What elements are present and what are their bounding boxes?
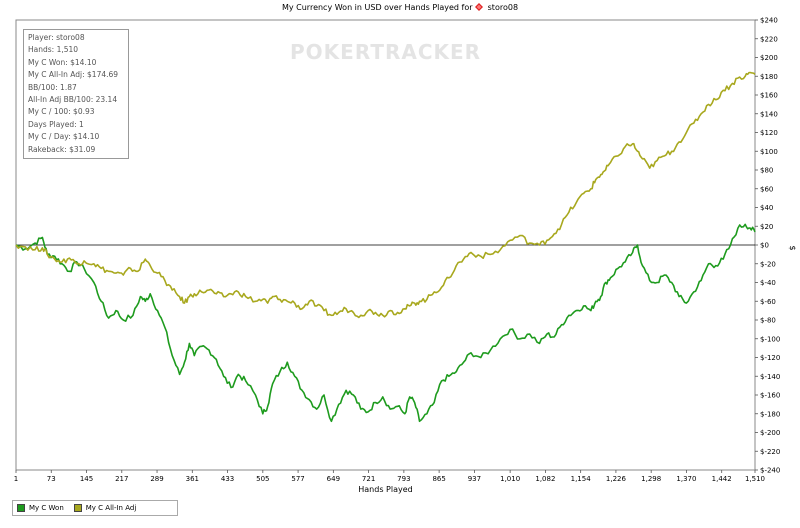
series-line-my-c-won [15,223,756,423]
x-tick-label: 937 [468,475,481,483]
stats-line: All-In Adj BB/100: 23.14 [28,95,118,105]
stats-line: My C All-In Adj: $174.69 [28,70,119,80]
x-tick-label: 361 [186,475,199,483]
x-tick-label: 1,010 [500,475,520,483]
y-tick-label: $-180 [760,410,780,418]
y-tick-label: $-240 [760,467,780,475]
y-tick-label: $200 [760,54,778,62]
legend-swatch [73,504,82,512]
legend-swatch [17,504,25,512]
x-axis-title: Hands Played [358,485,412,494]
y-tick-label: $20 [760,223,773,231]
y-tick-label: $-200 [760,429,780,437]
stats-line: My C / Day: $14.10 [28,132,100,142]
x-tick-label: 217 [115,475,128,483]
x-tick-label: 793 [397,475,410,483]
x-tick-label: 1,154 [571,475,592,483]
x-tick-label: 1,298 [641,475,661,483]
x-tick-label: 73 [47,475,56,483]
chart-title: My Currency Won in USD over Hands Played… [0,3,800,12]
series-line-all-in-adj [15,71,756,319]
chart-title-text: My Currency Won in USD over Hands Played… [281,3,473,12]
y-axis-title: $ [788,245,797,250]
x-tick-label: 1 [14,475,18,483]
x-tick-label: 1,226 [606,475,627,483]
stats-line: My C / 100: $0.93 [28,107,95,117]
y-tick-label: $-20 [760,260,776,268]
player-name: storo08 [487,3,519,12]
y-tick-label: $40 [760,204,773,212]
chart-legend: My C Won My C All-In Adj [12,500,178,516]
poker-chip-icon [475,3,484,11]
y-tick-label: $-120 [760,354,780,362]
legend-item[interactable]: My C All-In Adj [73,504,137,512]
y-tick-label: $-160 [760,392,780,400]
y-tick-label: $-140 [760,373,780,381]
x-tick-label: 865 [432,475,445,483]
y-tick-label: $60 [760,185,773,193]
y-tick-label: $0 [760,242,769,250]
stats-line: Player: storo08 [28,33,85,42]
y-tick-label: $220 [760,35,778,43]
x-tick-label: 1,082 [535,475,555,483]
x-tick-label: 649 [327,475,340,483]
legend-label: My C Won [29,504,64,512]
x-tick-label: 721 [362,475,375,483]
x-tick-label: 145 [80,475,93,483]
x-tick-label: 1,510 [745,475,765,483]
y-tick-label: $240 [760,17,778,25]
x-tick-label: 505 [256,475,269,483]
x-tick-label: 289 [150,475,163,483]
y-tick-label: $180 [760,73,778,81]
stats-line: Days Played: 1 [28,119,84,129]
stats-box: Player: storo08 Hands: 1,510 My C Won: $14… [23,29,129,160]
y-tick-label: $-220 [760,448,780,456]
y-tick-label: $140 [760,110,778,118]
legend-item[interactable]: My C Won [17,504,64,512]
y-tick-label: $120 [760,129,778,137]
x-tick-label: 433 [221,475,234,483]
y-tick-label: $100 [760,148,778,156]
x-tick-label: 1,442 [712,475,732,483]
y-tick-label: $80 [760,167,773,175]
x-tick-label: 1,370 [676,475,696,483]
stats-line: Rakeback: $31.09 [28,144,96,154]
y-tick-label: $-100 [760,335,780,343]
stats-line: Hands: 1,510 [28,45,79,55]
y-tick-label: $-40 [760,279,776,287]
y-tick-label: $-60 [760,298,776,306]
x-tick-label: 577 [291,475,304,483]
stats-line: My C Won: $14.10 [28,57,97,67]
pokertracker-watermark: POKERTRACKER [290,40,482,64]
stats-line: BB/100: 1.87 [28,82,77,92]
y-tick-label: $-80 [760,317,776,325]
y-tick-label: $160 [760,92,778,100]
legend-label: My C All-In Adj [85,504,137,512]
